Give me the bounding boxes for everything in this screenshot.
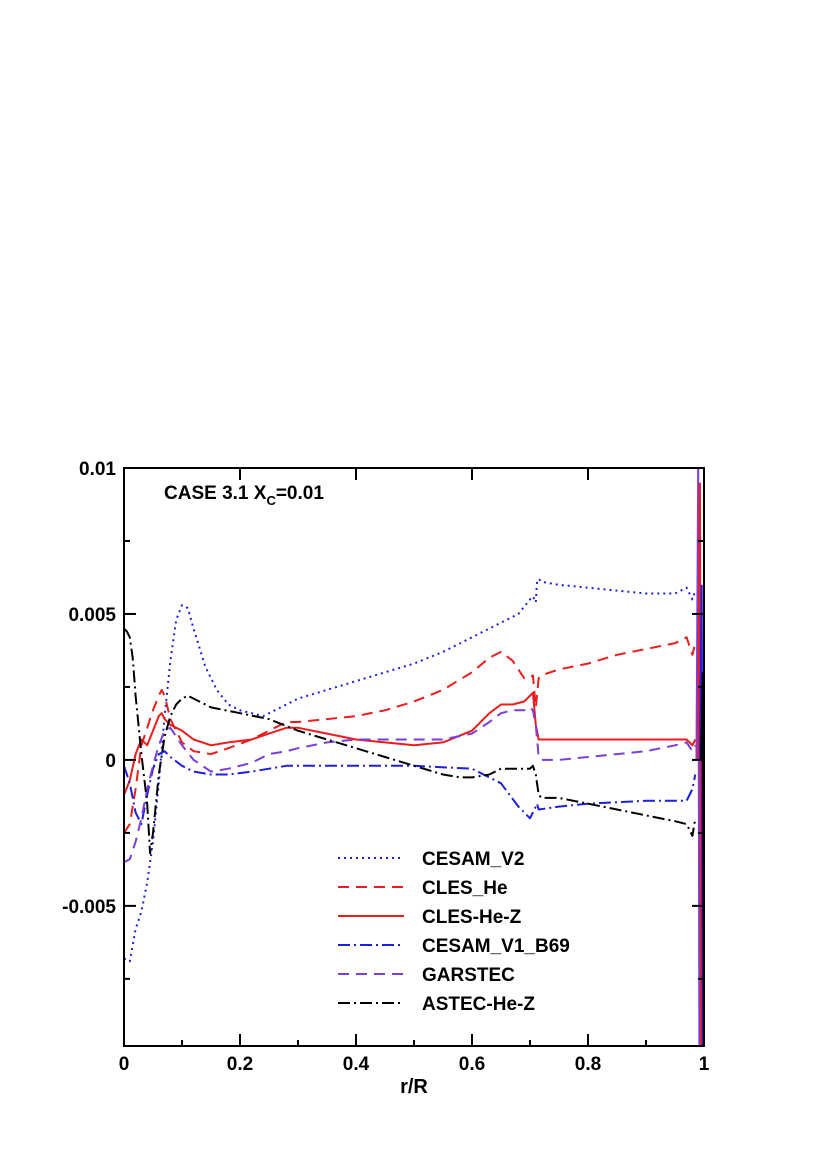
y-tick-label: 0 — [105, 751, 116, 772]
y-tick-label: 0.01 — [79, 459, 116, 480]
surface-spike-0 — [695, 468, 701, 1046]
series-line-cesam-v2 — [124, 577, 697, 963]
annotation-subscript: C — [266, 493, 276, 508]
x-tick-label: 0.8 — [575, 1054, 601, 1075]
series-line-cles-he-z — [124, 691, 697, 796]
x-tick-label: 1 — [699, 1054, 710, 1075]
case-annotation: CASE 3.1 XC=0.01 — [164, 483, 324, 508]
series-layer — [124, 468, 704, 1046]
surface-spike-1 — [697, 482, 703, 1046]
series-line-cesam-v1-b69 — [124, 750, 697, 826]
series-line-astec-he-z — [124, 627, 697, 855]
annotation-main: CASE 3.1 X — [164, 483, 267, 504]
series-line-cles-he — [124, 636, 697, 834]
tick-layer: 0 0.2 0.4 0.6 0.8 1 0.01 0.005 0 -0.005 — [62, 459, 710, 1075]
x-tick-label: 0.2 — [227, 1054, 253, 1075]
y-tick-label: -0.005 — [62, 897, 116, 918]
series-line-garstec — [124, 706, 697, 863]
y-tick-label: 0.005 — [68, 605, 116, 626]
plot-frame — [123, 467, 705, 1047]
surface-spike-2 — [698, 584, 704, 1046]
x-tick-label: 0.4 — [343, 1054, 370, 1075]
x-axis-title: r/R — [400, 1076, 428, 1098]
x-tick-label: 0 — [119, 1054, 130, 1075]
legend: CESAM_V2 CLES_He CLES-He-Z CESAM_V1_B69 GARS… — [338, 849, 570, 1015]
legend-label: GARSTEC — [422, 965, 515, 986]
x-tick-label: 0.6 — [459, 1054, 485, 1075]
legend-label: ASTEC-He-Z — [422, 994, 535, 1015]
legend-label: CLES-He-Z — [422, 907, 522, 928]
legend-label: CESAM_V1_B69 — [422, 936, 570, 957]
annotation-suffix: =0.01 — [276, 483, 325, 504]
legend-label: CESAM_V2 — [422, 849, 524, 870]
legend-label: CLES_He — [422, 878, 508, 899]
